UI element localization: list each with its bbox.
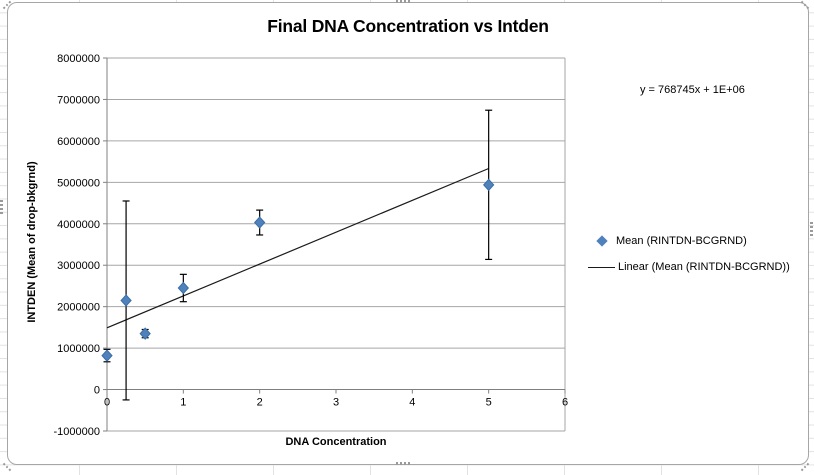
x-tick-label: 5: [486, 397, 492, 409]
legend-item-series[interactable]: Mean (RINTDN-BCGRND): [596, 234, 747, 248]
y-tick-label: 4000000: [57, 219, 100, 231]
x-axis-title[interactable]: DNA Concentration: [285, 436, 387, 448]
y-tick-label: 2000000: [57, 302, 100, 314]
y-tick-label: -1000000: [54, 426, 101, 438]
data-point[interactable]: [253, 216, 266, 229]
x-tick-label: 2: [257, 397, 263, 409]
x-tick-label: 0: [104, 397, 110, 409]
legend-label-trendline: Linear (Mean (RINTDN-BCGRND)): [618, 261, 790, 273]
resize-handle-top[interactable]: [396, 0, 412, 3]
trendline-marker-icon: [588, 266, 615, 268]
resize-handle-bottom[interactable]: [396, 462, 412, 465]
y-tick-label: 1000000: [57, 343, 100, 355]
data-point[interactable]: [177, 281, 190, 295]
resize-handle-right[interactable]: [810, 222, 813, 238]
chart-area[interactable]: Final DNA Concentration vs Intden -10000…: [7, 2, 809, 465]
data-point[interactable]: [101, 349, 113, 362]
legend-label-series: Mean (RINTDN-BCGRND): [616, 235, 747, 247]
y-tick-label: 3000000: [57, 260, 100, 272]
y-tick-label: 5000000: [57, 177, 100, 189]
data-point[interactable]: [482, 178, 495, 192]
legend-item-trendline[interactable]: Linear (Mean (RINTDN-BCGRND)): [588, 260, 790, 274]
data-point[interactable]: [120, 294, 132, 307]
x-tick-label: 1: [180, 397, 186, 409]
y-tick-label: 6000000: [57, 136, 100, 148]
plot-area[interactable]: -1000000 0 1000000 2000000 3000000 4000000 500…: [8, 3, 808, 464]
resize-handle-left[interactable]: [0, 200, 3, 216]
trendline-equation-label[interactable]: y = 768745x + 1E+06: [640, 84, 745, 96]
y-tick-label: 0: [94, 385, 100, 397]
chart-title[interactable]: Final DNA Concentration vs Intden: [267, 16, 549, 36]
x-tick-label: 3: [333, 397, 339, 409]
series-marker-icon: [596, 235, 608, 247]
x-tick-label: 4: [409, 397, 415, 409]
y-tick-label: 8000000: [57, 53, 100, 65]
y-axis-title[interactable]: INTDEN (Mean of drop-bkgrnd): [26, 161, 38, 323]
y-tick-label: 7000000: [57, 94, 100, 106]
x-tick-label: 6: [562, 397, 568, 409]
trendline[interactable]: [106, 167, 489, 329]
data-point[interactable]: [139, 327, 151, 340]
